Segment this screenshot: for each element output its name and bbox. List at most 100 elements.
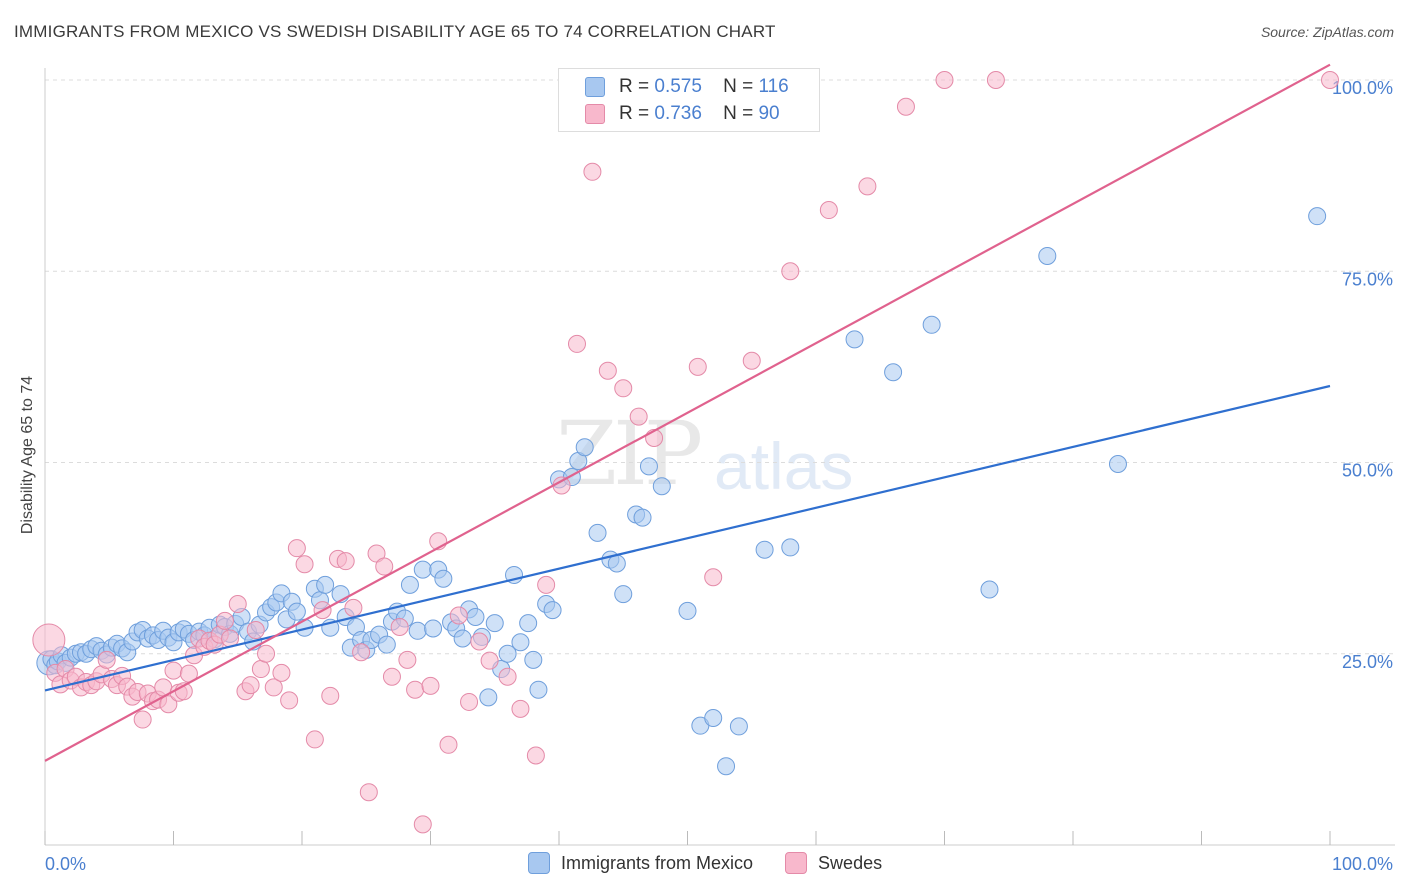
mexico-point — [633, 508, 652, 527]
mexico-point — [678, 601, 697, 620]
legend-swatch-mexico — [585, 77, 605, 97]
mexico-point — [485, 614, 504, 633]
swedes-point — [164, 661, 183, 680]
swedes-point — [781, 262, 800, 281]
y-axis-label: Disability Age 65 to 74 — [19, 375, 36, 535]
mexico-point — [884, 363, 903, 382]
swedes-point — [439, 735, 458, 754]
swedes-point — [413, 815, 432, 834]
swedes-point — [336, 552, 355, 571]
legend-swatch-swedes — [785, 852, 808, 874]
mexico-point — [466, 608, 485, 627]
mexico-point — [1038, 246, 1057, 265]
swedes-point — [344, 598, 363, 617]
mexico-point — [529, 680, 548, 699]
swedes-point — [598, 361, 617, 380]
swedes-point — [295, 555, 314, 574]
legend-row-swedes: R = 0.736 N = 90 — [585, 102, 780, 126]
y-tick-label: 25.0% — [1342, 652, 1393, 672]
mexico-point — [1308, 207, 1327, 226]
swedes-trend-line — [44, 63, 1331, 762]
swedes-point — [321, 686, 340, 705]
swedes-point — [264, 678, 283, 697]
mexico-point — [1108, 455, 1127, 474]
legend-n-value: 90 — [758, 103, 780, 124]
swedes-point — [742, 351, 761, 370]
x-tick-label: 0.0% — [45, 854, 86, 874]
swedes-point — [32, 623, 66, 657]
mexico-point — [524, 650, 543, 669]
mexico-point — [498, 644, 517, 663]
mexico-point — [287, 602, 306, 621]
mexico-point — [575, 438, 594, 457]
mexico-point — [781, 538, 800, 557]
mexico-point — [424, 619, 443, 638]
swedes-point — [133, 710, 152, 729]
mexico-point — [607, 554, 626, 573]
swedes-point — [935, 71, 954, 89]
swedes-point — [398, 650, 417, 669]
swedes-point — [272, 663, 291, 682]
swedes-point — [257, 644, 276, 663]
mexico-point — [400, 575, 419, 594]
swedes-point — [159, 695, 178, 714]
swedes-point — [704, 568, 723, 587]
chart-title: IMMIGRANTS FROM MEXICO VS SWEDISH DISABI… — [14, 22, 776, 41]
swedes-point — [97, 650, 116, 669]
swedes-point — [390, 617, 409, 636]
mexico-point — [543, 601, 562, 620]
legend-r-label: R = — [619, 103, 650, 124]
swedes-point — [526, 746, 545, 765]
swedes-point — [480, 651, 499, 670]
legend-label-mexico: Immigrants from Mexico — [561, 852, 754, 873]
swedes-point — [819, 201, 838, 220]
mexico-point — [316, 575, 335, 594]
swedes-point — [449, 606, 468, 625]
mexico-point — [704, 709, 723, 728]
swedes-point — [567, 334, 586, 353]
swedes-point — [359, 783, 378, 802]
mexico-point — [717, 757, 736, 776]
swedes-point — [460, 692, 479, 711]
swedes-point — [421, 676, 440, 695]
x-tick-label: 100.0% — [1332, 854, 1393, 874]
mexico-point — [845, 330, 864, 349]
mexico-point — [511, 633, 530, 652]
legend-n-value: 116 — [758, 76, 789, 97]
y-tick-label: 100.0% — [1332, 78, 1393, 98]
legend-r-value: 0.575 — [654, 76, 702, 97]
swedes-point — [629, 407, 648, 426]
swedes-point — [382, 667, 401, 686]
mexico-point — [639, 457, 658, 476]
swedes-point — [858, 177, 877, 196]
swedes-point — [537, 575, 556, 594]
swedes-point — [511, 699, 530, 718]
source-credit: Source: ZipAtlas.com — [1260, 24, 1394, 40]
legend-swatch-mexico — [528, 852, 550, 874]
mexico-point — [614, 585, 633, 604]
legend-item-mexico[interactable]: Immigrants from Mexico — [528, 852, 753, 874]
legend-n-label: N = — [723, 103, 754, 124]
watermark-atlas: atlas — [714, 429, 854, 503]
mexico-point — [922, 315, 941, 334]
mexico-point — [479, 688, 498, 707]
mexico-point — [652, 477, 671, 496]
swedes-point — [352, 643, 371, 662]
legend-r-label: R = — [619, 76, 650, 97]
legend-n-label: N = — [723, 76, 754, 97]
mexico-point — [408, 621, 427, 640]
legend-row-mexico: R = 0.575 N = 116 — [585, 75, 789, 99]
mexico-point — [434, 569, 453, 588]
legend-item-swedes[interactable]: Swedes — [785, 852, 882, 874]
swedes-point — [986, 71, 1005, 89]
swedes-point — [583, 162, 602, 181]
swedes-point — [498, 667, 517, 686]
y-tick-label: 50.0% — [1342, 461, 1393, 481]
y-tick-label: 75.0% — [1342, 269, 1393, 289]
mexico-point — [519, 614, 538, 633]
swedes-point — [246, 621, 265, 640]
swedes-point — [251, 660, 270, 679]
mexico-point — [755, 540, 774, 559]
swedes-point — [280, 691, 299, 710]
